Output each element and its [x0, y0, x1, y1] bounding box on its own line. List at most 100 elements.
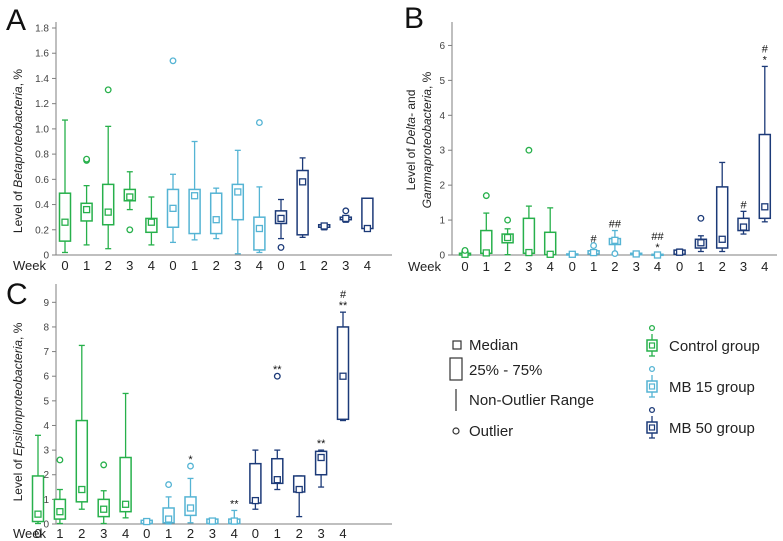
panel-a-xtick-label: 4 [256, 258, 263, 273]
legend-box-symbol [449, 357, 463, 381]
panel-b-outlier [697, 214, 705, 222]
panel-letter-a: A [6, 4, 26, 37]
panel-a-box [188, 188, 201, 235]
panel-b-box-group [629, 250, 643, 258]
panel-c-xtick-label: 0 [34, 526, 41, 541]
panel-a-box-group [80, 155, 93, 246]
legend-symbols: Median 25% - 75% Non-Outlier Range Outli… [449, 337, 594, 440]
panel-c-box [271, 457, 284, 485]
panel-c-box-group [119, 392, 132, 519]
panel-a-median-marker [169, 204, 177, 212]
panel-b-xlabel: Week [408, 259, 441, 274]
panel-c-ylabel: Level of Epsilonproteobacteria, % [11, 322, 25, 501]
panel-c-outlier [56, 456, 64, 464]
legend-group-median-symbol [648, 424, 656, 431]
panel-b-outlier [590, 242, 598, 250]
panel-c-box-group [336, 311, 350, 422]
panel-c-box [75, 419, 89, 503]
panel-a-outlier [169, 57, 177, 65]
panel-a-median-marker [234, 188, 242, 196]
panel-a-box [253, 216, 266, 251]
panel-c-box-group [97, 461, 110, 525]
panel-c-significance-mark: ** [273, 364, 282, 376]
panel-c-significance-mark: ** [339, 300, 348, 312]
panel-a-median-marker [320, 222, 328, 230]
panel-a-box [209, 192, 223, 235]
panel-c-ytick-label: 6 [43, 372, 49, 383]
panel-b-outlier [461, 247, 469, 254]
panel-b-outlier [504, 216, 512, 224]
panel-a-outlier [255, 119, 263, 127]
panel-b-ylabel-line2: Gammaproteobacteria, % [420, 71, 434, 208]
panel-a-box-group [317, 222, 331, 231]
panel-a-outlier [277, 243, 285, 251]
panel-a-xtick-label: 3 [342, 258, 349, 273]
panel-c-median-marker [100, 505, 108, 513]
panel-c-ytick-label: 9 [43, 298, 49, 309]
panel-b-outlier [525, 146, 533, 154]
panel-c-median-marker [339, 372, 347, 380]
legend-outlier-symbol [452, 427, 460, 435]
panel-a-box-group [361, 197, 374, 233]
panel-b-median-marker [653, 251, 662, 259]
legend-median-symbol [452, 340, 462, 350]
panel-letter-c: C [6, 278, 28, 311]
panel-c-median-marker [164, 515, 173, 523]
panel-c-median-marker [317, 453, 325, 462]
panel-b-xtick-label: 0 [676, 259, 683, 274]
panel-b-median-marker [718, 235, 726, 243]
panel-a-xtick-label: 3 [126, 258, 133, 273]
panel-b-box-group [694, 214, 708, 253]
panel-a-box-group [296, 157, 309, 238]
panel-c-box-group [75, 344, 89, 510]
panel-b-ytick-label: 6 [439, 41, 445, 52]
panel-a-median-marker [363, 224, 372, 233]
panel-c-outlier [100, 461, 108, 469]
panel-c-outlier [165, 481, 173, 489]
panel-a-box-group [231, 149, 245, 255]
panel-a-ytick-label: 0.4 [35, 200, 49, 211]
panel-b-significance-mark: ## [609, 219, 622, 231]
panel-a-xtick-label: 0 [169, 258, 176, 273]
panel-b-significance-mark: # [762, 43, 769, 55]
panel-c-xtick-label: 3 [100, 526, 107, 541]
panel-c-xtick-label: 1 [165, 526, 172, 541]
panel-a-ytick-label: 1.4 [35, 74, 49, 85]
panel-c-median-marker [56, 508, 64, 516]
panel-b-xtick-label: 1 [697, 259, 704, 274]
panel-c-box-group [140, 517, 153, 526]
panel-b-significance-mark: # [591, 234, 598, 246]
panel-b-box-group [673, 248, 686, 256]
panel-c-box-group [53, 456, 67, 525]
panel-b-significance-mark: * [655, 242, 660, 254]
panel-c-significance-mark: ** [230, 498, 239, 510]
panel-c-median-marker [78, 485, 86, 494]
panel-b-xtick-label: 4 [654, 259, 661, 274]
panel-a-xtick-label: 1 [83, 258, 90, 273]
panel-c-significance-mark: ** [317, 438, 326, 450]
panel-a-median-marker [277, 214, 285, 223]
panel-a-median-marker [342, 214, 350, 223]
panel-a-median-marker [126, 193, 134, 201]
panel-c-xtick-label: 0 [143, 526, 150, 541]
panel-b-xtick-label: 2 [504, 259, 511, 274]
panel-b-box-group [480, 192, 493, 257]
legend-group-2: MB 15 group [646, 365, 755, 398]
panel-a-xtick-label: 0 [277, 258, 284, 273]
panel-a-box-group [123, 171, 137, 234]
panel-c-xtick-label: 2 [187, 526, 194, 541]
panel-a-xtick-label: 1 [191, 258, 198, 273]
panel-b-box-group [501, 216, 514, 256]
panel-b-box-group [737, 210, 750, 235]
panel-c-median-marker [230, 517, 238, 525]
legend-group-median-symbol [648, 383, 656, 390]
panel-b-significance-mark: # [740, 199, 747, 211]
panel-c-box-group [162, 481, 175, 525]
panel-c-xtick-label: 2 [78, 526, 85, 541]
panel-a-box [296, 169, 309, 236]
panel-c-box-group [292, 475, 306, 518]
panel-c-significance-mark: * [188, 454, 193, 466]
legend-group-3: MB 50 group [646, 406, 755, 439]
panel-b-box-group [522, 146, 536, 257]
